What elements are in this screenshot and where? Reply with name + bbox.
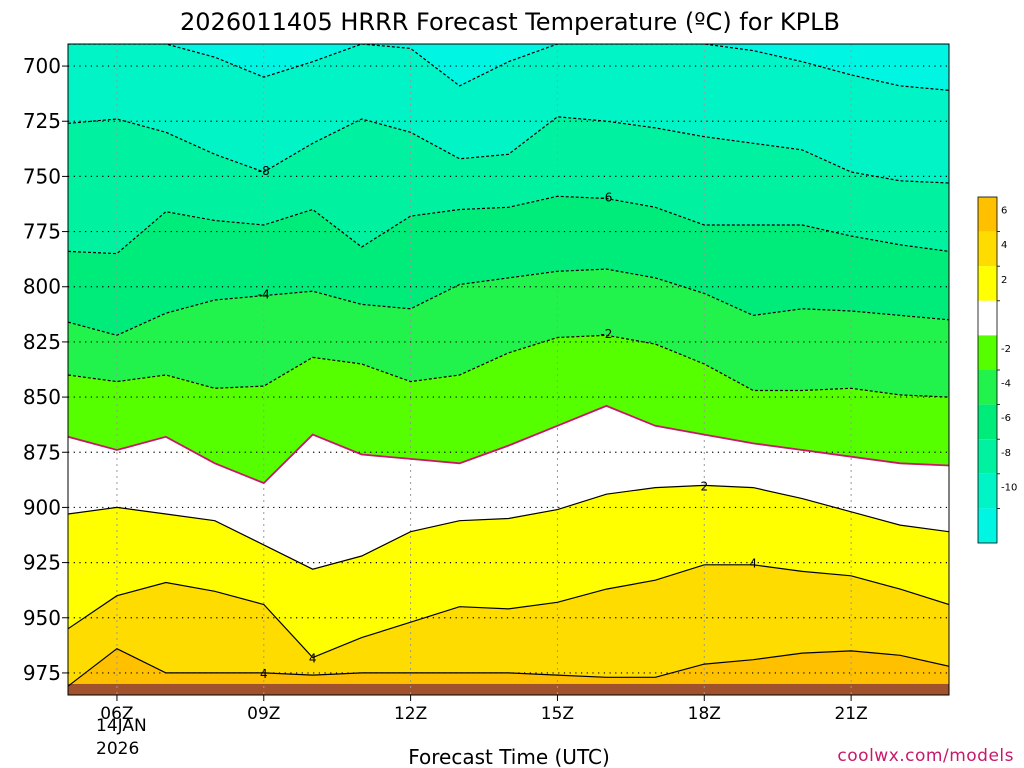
legend-swatch	[978, 404, 997, 440]
y-tick-label: 975	[23, 661, 61, 685]
contour-label: -8	[258, 164, 270, 178]
date-label-day: 14JAN	[96, 716, 147, 736]
contour-label: 4	[749, 557, 757, 571]
temperature-band--4_-2	[68, 269, 949, 398]
legend-label: -4	[1001, 379, 1011, 390]
legend-swatch	[978, 508, 997, 543]
credit-link[interactable]: coolwx.com/models	[837, 746, 1014, 766]
legend-label: 4	[1001, 240, 1007, 251]
contour-line--6	[68, 195, 949, 255]
y-tick-label: 825	[23, 330, 61, 354]
temperature-band--6_-4	[68, 196, 949, 336]
contour-line-0	[68, 404, 949, 485]
ground-fill	[68, 683, 949, 695]
y-tick-label: 700	[23, 54, 61, 78]
y-tick-label: 900	[23, 495, 61, 519]
temperature-bands	[68, 44, 949, 695]
legend-label: 6	[1001, 206, 1007, 217]
contour-label: -6	[600, 190, 612, 204]
y-tick-label: 800	[23, 275, 61, 299]
x-axis: 06Z 09Z 12Z 15Z 18Z 21Z	[100, 695, 868, 724]
temperature-band-0_2	[68, 405, 949, 570]
legend-swatch	[978, 231, 997, 267]
contour-line--8	[68, 116, 949, 184]
temperature-band-2_4	[68, 485, 949, 658]
y-tick-label: 950	[23, 606, 61, 630]
legend-label: -2	[1001, 344, 1011, 355]
contour-label: 4	[309, 651, 317, 665]
legend-label: -8	[1001, 448, 1011, 459]
contour-line-4	[68, 564, 949, 659]
temperature-band-below_-10	[68, 44, 949, 91]
legend-swatch	[978, 335, 997, 370]
y-tick-label: 725	[23, 109, 61, 133]
temperature-band-above_6	[68, 648, 949, 695]
chart-title: 2026011405 HRRR Forecast Temperature (ºC…	[180, 8, 840, 36]
contour-line-6	[68, 647, 949, 687]
grid-lines	[68, 44, 949, 695]
legend-swatch	[978, 370, 997, 405]
contour-label: 2	[700, 479, 708, 493]
legend-label: -6	[1001, 413, 1011, 424]
y-tick-label: 875	[23, 440, 61, 464]
legend-swatch	[978, 266, 997, 301]
ground-layer	[68, 683, 949, 695]
contour-label: -4	[258, 287, 270, 301]
y-tick-label: 925	[23, 551, 61, 575]
legend-swatch	[978, 473, 997, 509]
contour-line--2	[68, 334, 949, 398]
contour-label: -2	[600, 327, 612, 341]
plot-frame	[67, 43, 950, 696]
contour-label: 4	[260, 667, 268, 681]
contour-lines	[68, 44, 949, 687]
contour-labels: -8 -6 -4 -2 2 4 4 4	[258, 164, 757, 681]
temperature-band--10_-8	[68, 44, 949, 183]
y-tick-label: 775	[23, 220, 61, 244]
x-tick-label: 18Z	[688, 704, 721, 724]
temperature-band--8_-6	[68, 116, 949, 254]
x-tick-label: 06Z	[100, 704, 133, 724]
legend-swatch	[978, 197, 997, 232]
x-axis-title: Forecast Time (UTC)	[408, 745, 610, 768]
x-tick-label: 09Z	[247, 704, 280, 724]
y-axis: 700 725 750 775 800 825 850 875 900 925 950 975	[23, 54, 68, 685]
temperature-band-4_6	[68, 564, 949, 687]
contour-line--10	[68, 44, 949, 91]
legend-swatch	[978, 300, 997, 336]
color-legend: 6 4 2 -2 -4 -6 -8 -10	[977, 196, 1017, 544]
x-tick-label: 21Z	[834, 704, 867, 724]
x-tick-label: 15Z	[541, 704, 574, 724]
contour-line--4	[68, 268, 949, 336]
legend-swatch	[978, 439, 997, 474]
legend-label: -10	[1001, 482, 1017, 493]
x-tick-label: 12Z	[394, 704, 427, 724]
date-label-year: 2026	[96, 739, 139, 759]
contour-line-2	[68, 484, 949, 570]
legend-label: 2	[1001, 275, 1007, 286]
y-tick-label: 850	[23, 385, 61, 409]
y-tick-label: 750	[23, 164, 61, 188]
